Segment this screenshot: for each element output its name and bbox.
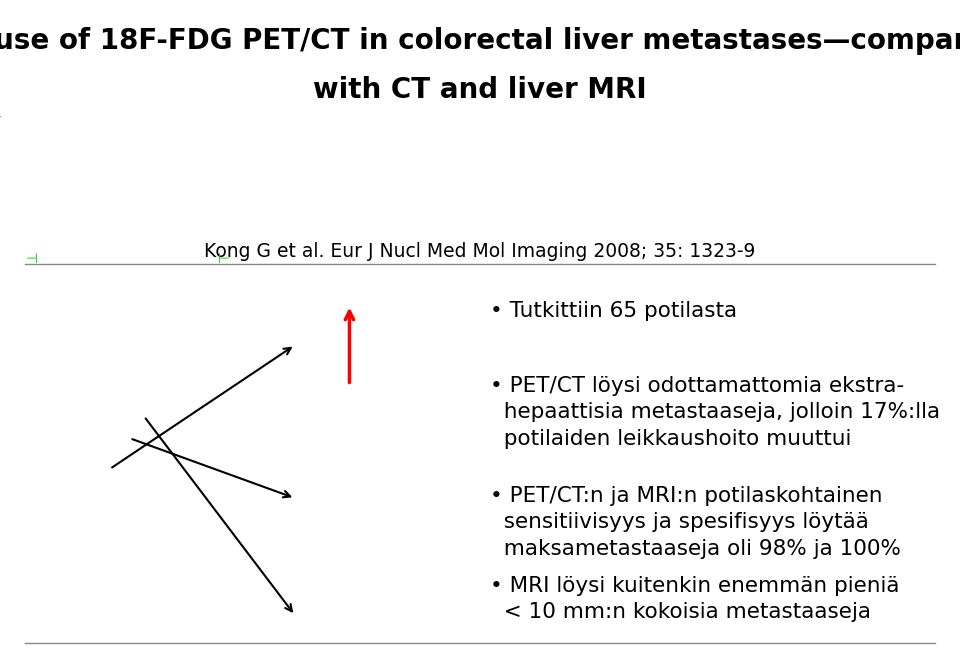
Text: The use of 18F-FDG PET/CT in colorectal liver metastases—comparison: The use of 18F-FDG PET/CT in colorectal … [0,27,960,54]
Text: ⊣: ⊣ [26,252,38,266]
Text: • MRI löysi kuitenkin enemmän pieniä
  < 10 mm:n kokoisia metastaaseja: • MRI löysi kuitenkin enemmän pieniä < 1… [490,576,900,623]
Text: • PET/CT löysi odottamattomia ekstra-
  hepaattisia metastaaseja, jolloin 17%:ll: • PET/CT löysi odottamattomia ekstra- he… [490,376,940,449]
Text: with CT and liver MRI: with CT and liver MRI [313,76,647,105]
Text: ⊢: ⊢ [218,252,229,266]
Text: • Tutkittiin 65 potilasta: • Tutkittiin 65 potilasta [490,301,737,321]
Text: • PET/CT:n ja MRI:n potilaskohtainen
  sensitiivisyys ja spesifisyys löytää
  ma: • PET/CT:n ja MRI:n potilaskohtainen sen… [490,486,900,559]
Text: Kong G et al. Eur J Nucl Med Mol Imaging 2008; 35: 1323-9: Kong G et al. Eur J Nucl Med Mol Imaging… [204,241,756,261]
